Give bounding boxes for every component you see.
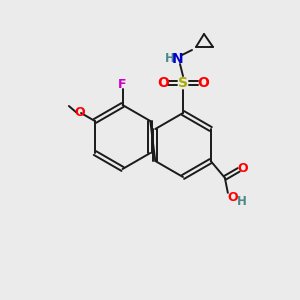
Text: S: S xyxy=(178,76,188,90)
Text: N: N xyxy=(172,52,184,66)
Text: H: H xyxy=(237,195,247,208)
Text: O: O xyxy=(237,162,248,176)
Text: H: H xyxy=(165,52,175,65)
Text: O: O xyxy=(75,106,85,119)
Text: O: O xyxy=(157,76,169,90)
Text: F: F xyxy=(118,77,127,91)
Text: O: O xyxy=(197,76,209,90)
Text: O: O xyxy=(227,191,238,204)
